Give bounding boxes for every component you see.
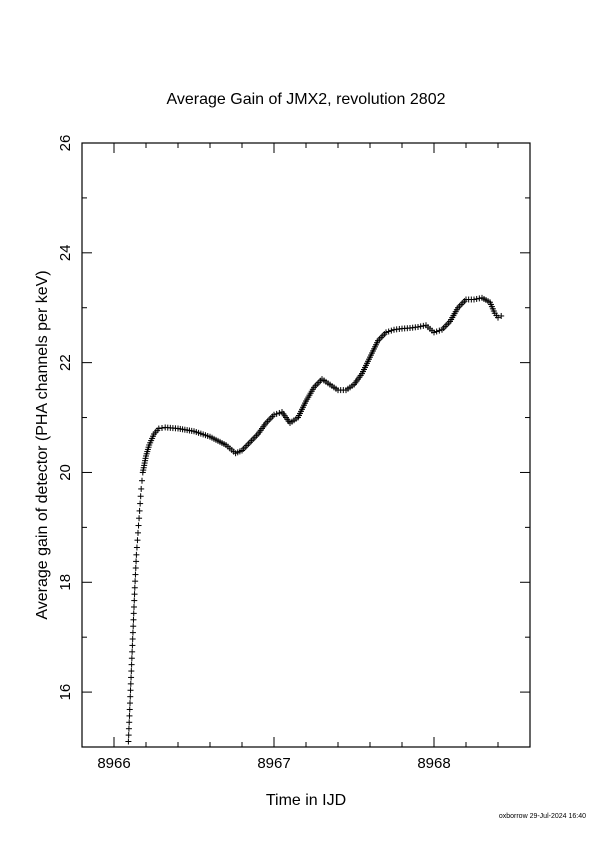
data-point xyxy=(133,551,140,558)
data-point xyxy=(129,636,136,643)
data-point xyxy=(498,312,505,319)
axis-tick-labels: 8966 8967 8968 16 18 20 22 24 26 xyxy=(57,135,451,772)
data-point xyxy=(127,693,134,700)
data-point xyxy=(128,655,135,662)
data-point xyxy=(132,564,139,571)
y-tick-label: 22 xyxy=(57,354,74,371)
data-point xyxy=(125,732,132,739)
y-axis-label: Average gain of detector (PHA channels p… xyxy=(34,270,51,619)
data-point xyxy=(276,409,283,416)
x-tick-label: 8968 xyxy=(417,755,450,772)
data-point xyxy=(385,328,392,335)
data-point xyxy=(132,578,139,585)
data-point xyxy=(127,700,133,707)
data-point xyxy=(131,584,138,591)
data-point xyxy=(473,295,480,302)
data-point xyxy=(130,616,137,623)
data-point xyxy=(130,623,137,630)
data-point xyxy=(417,323,424,330)
data-point xyxy=(137,500,144,507)
data-point xyxy=(436,327,443,334)
data-point xyxy=(128,661,135,668)
data-point xyxy=(476,295,483,302)
data-point xyxy=(129,642,136,649)
data-point xyxy=(273,410,280,417)
axis-ticks xyxy=(81,142,531,748)
data-point xyxy=(128,668,135,675)
data-point xyxy=(125,725,132,732)
data-point xyxy=(136,515,143,522)
y-tick-label: 20 xyxy=(57,464,74,481)
data-point xyxy=(431,329,437,336)
data-point xyxy=(383,329,389,336)
x-tick-label: 8967 xyxy=(257,755,290,772)
data-point xyxy=(138,485,145,492)
data-point xyxy=(136,507,143,514)
data-point xyxy=(125,738,132,745)
data-point xyxy=(135,522,142,529)
y-tick-label: 16 xyxy=(57,684,74,701)
data-point xyxy=(271,411,277,418)
y-tick-label: 24 xyxy=(57,244,74,261)
data-point xyxy=(129,648,136,655)
footer-stamp: oxborrow 29-Jul-2024 16:40 xyxy=(499,813,586,820)
data-point xyxy=(126,719,133,726)
data-point xyxy=(129,629,136,636)
data-point xyxy=(128,674,135,681)
data-point xyxy=(133,544,140,551)
x-tick-label: 8966 xyxy=(97,755,130,772)
data-point xyxy=(415,323,421,330)
chart-title: Average Gain of JMX2, revolution 2802 xyxy=(167,91,446,108)
data-point xyxy=(155,425,162,432)
data-point xyxy=(135,529,141,536)
x-axis-label: Time in IJD xyxy=(266,792,346,809)
data-point xyxy=(420,322,427,329)
data-points xyxy=(125,294,505,745)
data-point xyxy=(137,493,144,500)
y-tick-label: 18 xyxy=(57,574,74,591)
data-point xyxy=(139,477,145,484)
data-point xyxy=(159,424,165,431)
data-point xyxy=(131,591,138,598)
data-point xyxy=(388,327,395,334)
data-point xyxy=(126,706,133,713)
data-point xyxy=(131,597,138,604)
data-point xyxy=(433,328,440,335)
data-point xyxy=(132,571,139,578)
data-point xyxy=(127,680,134,687)
data-point xyxy=(471,296,477,303)
data-point xyxy=(495,314,501,321)
data-point xyxy=(126,712,133,719)
data-point xyxy=(133,558,140,565)
data-point xyxy=(131,603,137,610)
data-point xyxy=(130,610,137,617)
y-tick-label: 26 xyxy=(57,135,74,152)
data-point xyxy=(127,687,134,694)
data-point xyxy=(134,537,141,544)
